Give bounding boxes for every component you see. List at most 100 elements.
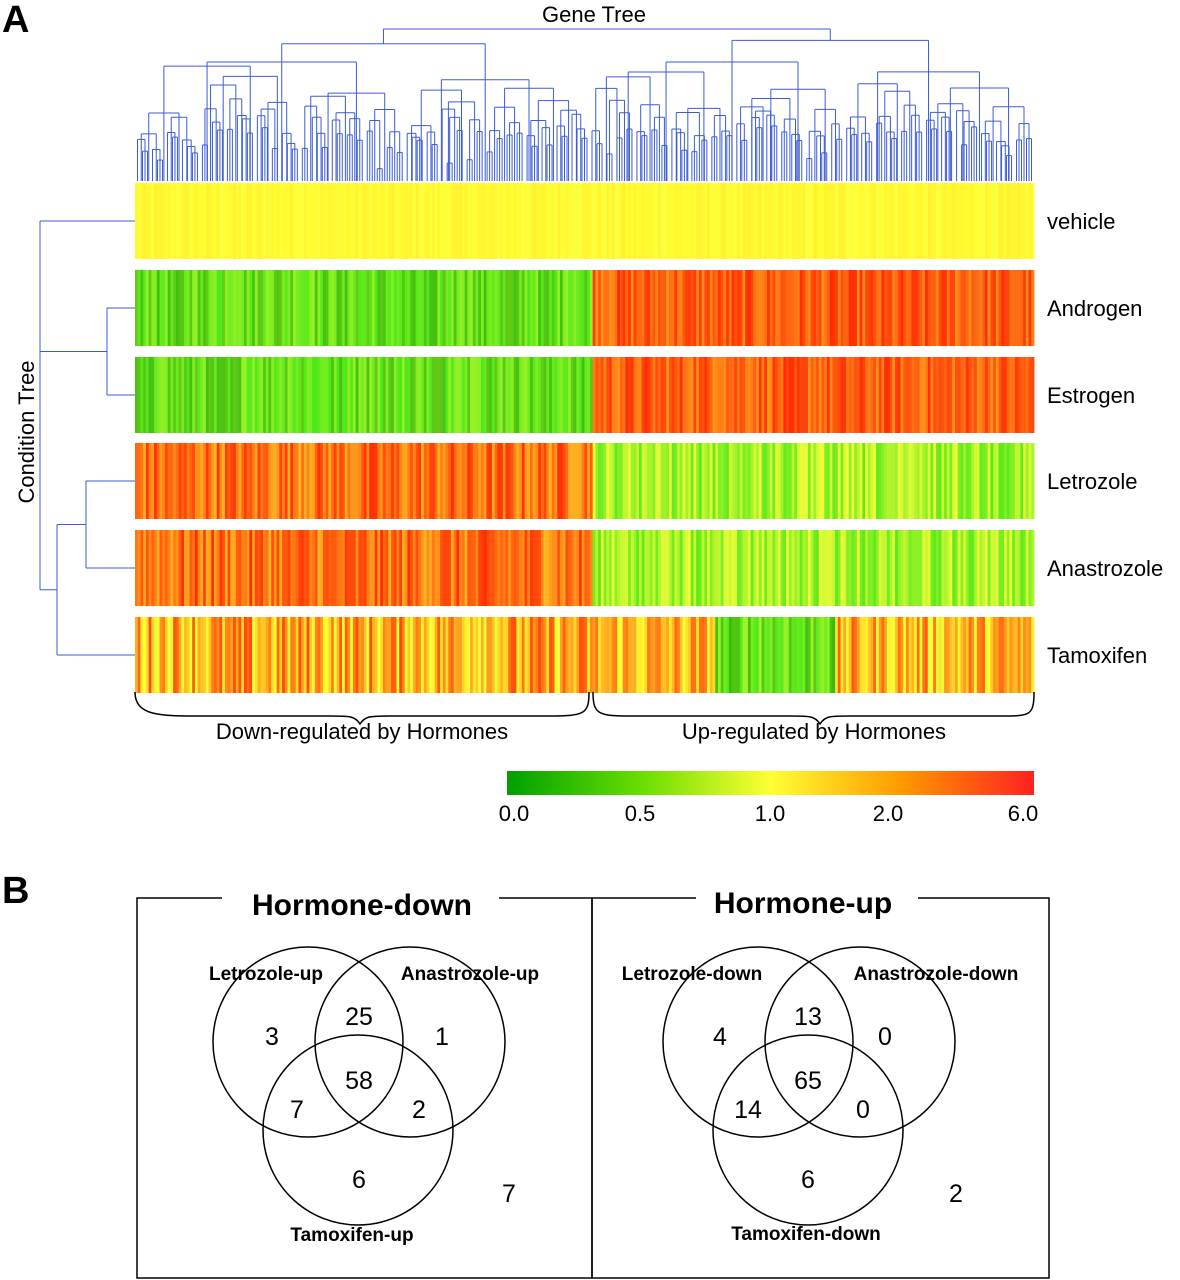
heatmap-cell	[690, 617, 694, 693]
heatmap-cell	[960, 617, 964, 693]
heatmap-cell	[984, 443, 989, 519]
heatmap-cell	[758, 357, 762, 433]
heatmap-cell	[649, 443, 653, 519]
heatmap-cell	[892, 530, 896, 606]
heatmap-cell	[233, 183, 237, 259]
heatmap-cell	[1017, 270, 1021, 346]
heatmap-cell	[156, 270, 160, 346]
heatmap-cell	[423, 617, 427, 693]
heatmap-cell	[911, 183, 915, 259]
heatmap-cell	[205, 530, 209, 606]
heatmap-cell	[516, 183, 520, 259]
heatmap-cell	[415, 183, 419, 259]
heatmap-cell	[1017, 183, 1021, 259]
heatmap-cell	[799, 270, 803, 346]
heatmap-cell	[159, 443, 163, 519]
heatmap-cell	[140, 183, 144, 259]
heatmap-cell	[728, 183, 732, 259]
heatmap-cell	[325, 530, 329, 606]
heatmap-cell	[295, 530, 299, 606]
heatmap-cell	[895, 270, 899, 346]
heatmap-cell	[619, 443, 624, 519]
heatmap-cell	[859, 617, 863, 693]
heatmap-cell	[905, 357, 910, 433]
heatmap-cell	[595, 357, 599, 433]
heatmap-cell	[273, 270, 278, 346]
heatmap-cell	[647, 530, 651, 606]
heatmap-cell	[584, 183, 588, 259]
heatmap-cell	[538, 530, 542, 606]
heatmap-cell	[254, 530, 258, 606]
heatmap-cell	[611, 530, 615, 606]
heatmap-cell	[671, 617, 675, 693]
heatmap-cell	[532, 357, 536, 433]
heatmap-cell	[655, 443, 659, 519]
heatmap-cell	[222, 443, 226, 519]
heatmap-cell	[862, 183, 866, 259]
heatmap-cell	[805, 617, 809, 693]
heatmap-cell	[655, 530, 659, 606]
heatmap-cell	[189, 530, 193, 606]
heatmap-cell	[1028, 183, 1032, 259]
heatmap-cell	[584, 617, 588, 693]
heatmap-cell	[704, 357, 708, 433]
down-regulated-brace	[134, 691, 590, 726]
heatmap-cell	[723, 617, 727, 693]
heatmap-cell	[840, 617, 844, 693]
heatmap-cell	[246, 270, 250, 346]
heatmap-cell	[647, 183, 651, 259]
heatmap-cell	[320, 357, 324, 433]
heatmap-cell	[783, 183, 787, 259]
heatmap-cell	[524, 443, 528, 519]
heatmap-cell	[911, 270, 915, 346]
heatmap-cell	[355, 617, 359, 693]
heatmap-cell	[666, 183, 670, 259]
heatmap-cell	[617, 617, 621, 693]
heatmap-cell	[690, 530, 694, 606]
heatmap-cell	[173, 443, 177, 519]
heatmap-cell	[1006, 617, 1010, 693]
heatmap-cell	[837, 357, 841, 433]
heatmap-cell	[478, 530, 482, 606]
heatmap-cell	[979, 443, 983, 519]
heatmap-cell	[216, 443, 220, 519]
heatmap-cell	[810, 270, 814, 346]
heatmap-cell	[322, 530, 327, 606]
heatmap-cell	[908, 617, 912, 693]
heatmap-cell	[911, 357, 915, 433]
heatmap-cell	[726, 357, 730, 433]
heatmap-cell	[693, 270, 697, 346]
heatmap-cell	[709, 617, 713, 693]
heatmap-cell	[952, 357, 956, 433]
heatmap-cell	[282, 443, 286, 519]
heatmap-cell	[922, 617, 926, 693]
heatmap-cell	[284, 270, 288, 346]
heatmap-cell	[570, 270, 574, 346]
heatmap-cell	[619, 183, 624, 259]
heatmap-cell	[818, 443, 822, 519]
heatmap-cell	[758, 530, 762, 606]
heatmap-cell	[464, 183, 468, 259]
heatmap-cell	[878, 530, 882, 606]
heatmap-cell	[508, 530, 512, 606]
heatmap-cell	[739, 617, 743, 693]
heatmap-cell	[982, 270, 986, 346]
heatmap-cell	[486, 183, 490, 259]
heatmap-cell	[587, 530, 591, 606]
heatmap-cell	[723, 183, 727, 259]
heatmap-cell	[587, 357, 591, 433]
heatmap-cell	[434, 617, 438, 693]
heatmap-cell	[984, 183, 989, 259]
heatmap-cell	[794, 357, 798, 433]
heatmap-cell	[543, 270, 547, 346]
heatmap-cell	[668, 270, 673, 346]
heatmap-cell	[625, 183, 629, 259]
heatmap-cell	[829, 530, 833, 606]
heatmap-cell	[960, 270, 964, 346]
heatmap-cell	[647, 357, 651, 433]
heatmap-row-androgen	[135, 270, 1035, 346]
heatmap-cell	[780, 357, 784, 433]
heatmap-cell	[500, 530, 504, 606]
heatmap-cell	[467, 183, 471, 259]
heatmap-row-label: Androgen	[1047, 296, 1142, 321]
